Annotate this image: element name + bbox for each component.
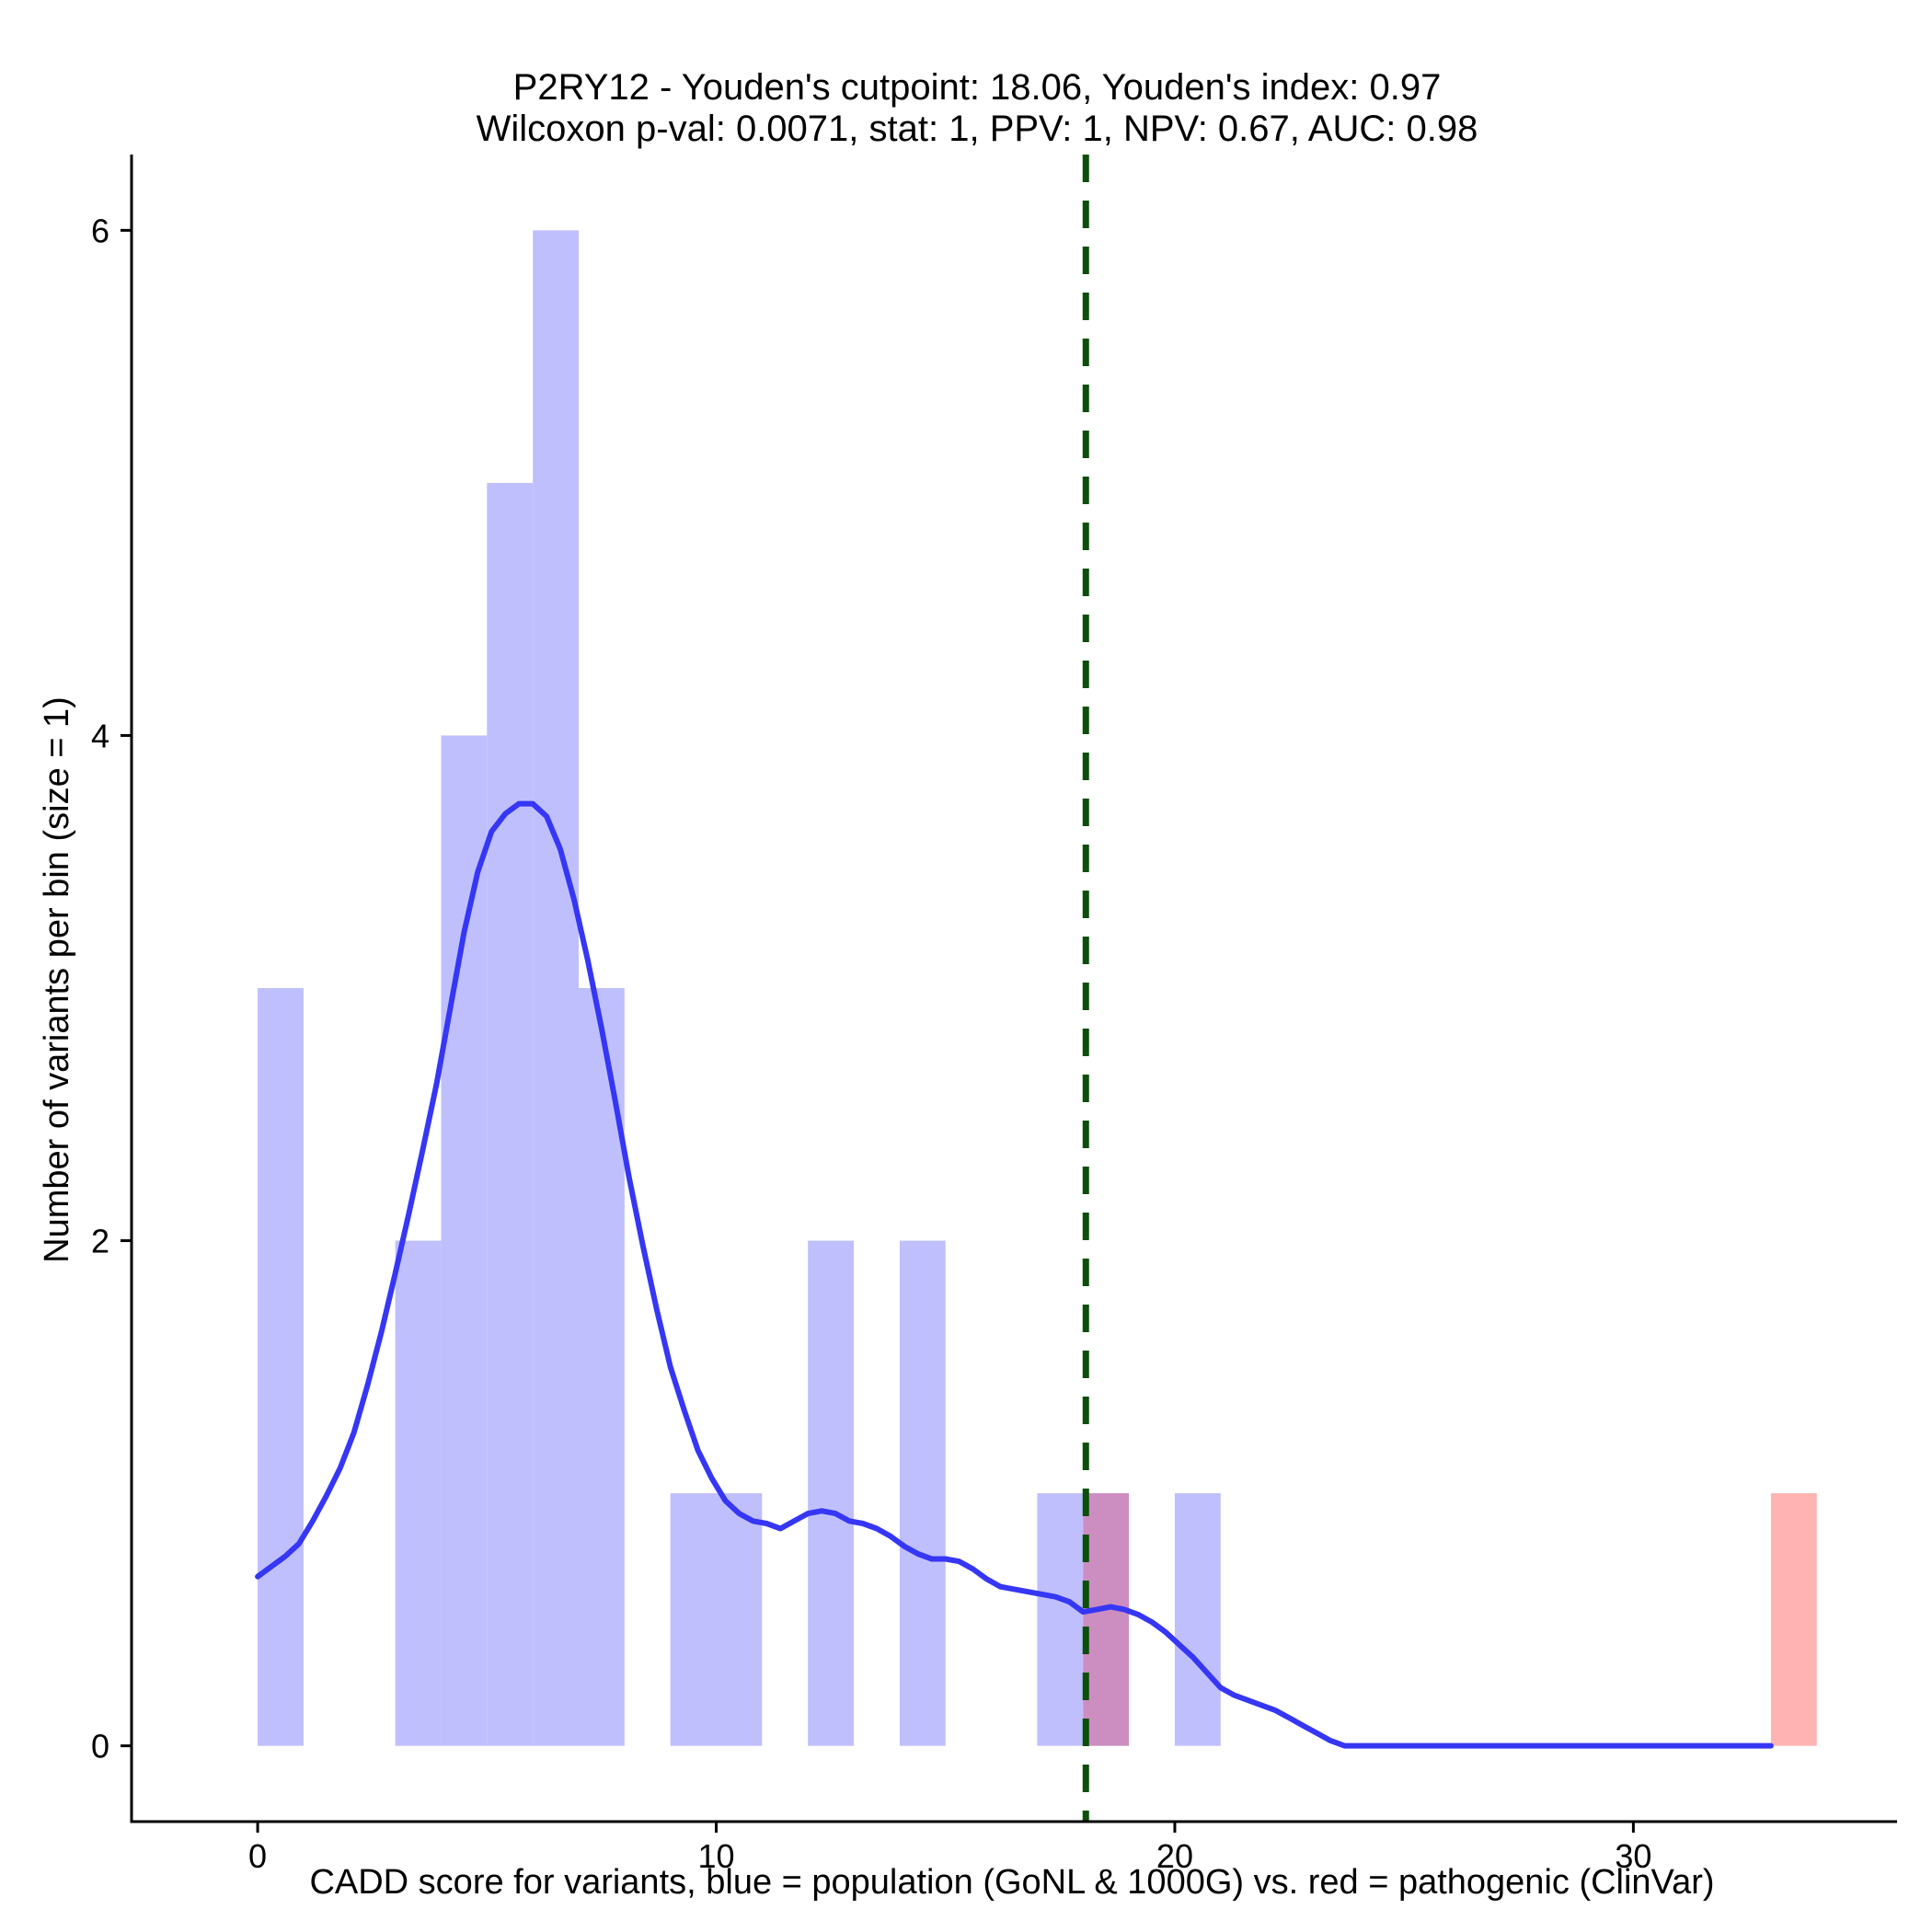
x-tick-label-0: 0 <box>248 1837 267 1875</box>
x-tick-label-3: 30 <box>1615 1837 1651 1875</box>
x-tick-label-1: 10 <box>697 1837 734 1875</box>
population-bar-0 <box>258 988 304 1746</box>
population-bar-8 <box>808 1240 855 1746</box>
density-curve <box>255 800 1774 1749</box>
population-bar-1 <box>395 1240 442 1746</box>
histogram-bars <box>258 230 1817 1746</box>
population-bar-10 <box>1037 1493 1084 1746</box>
density-layer <box>255 800 1774 1749</box>
axes: 0 10 20 30 0 2 4 6 <box>91 155 1897 1875</box>
population-bar-3 <box>487 482 534 1746</box>
population-bar-12 <box>1174 1493 1221 1746</box>
population-bar-6 <box>670 1493 717 1746</box>
y-tick-label-3: 6 <box>91 212 109 249</box>
population-bar-7 <box>716 1493 763 1746</box>
chart-title-line-1: P2RY12 - Youden's cutpoint: 18.06, Youde… <box>513 67 1442 108</box>
x-axis-title: CADD score for variants, blue = populati… <box>309 1863 1714 1902</box>
x-ticks: 0 10 20 30 <box>248 1822 1651 1875</box>
x-tick-label-2: 20 <box>1156 1837 1193 1875</box>
population-bar-9 <box>899 1240 946 1746</box>
y-ticks: 0 2 4 6 <box>91 212 132 1765</box>
pathogenic-bar-1 <box>1770 1493 1817 1746</box>
y-tick-label-1: 2 <box>91 1223 109 1260</box>
chart-title-line-2: Wilcoxon p-val: 0.0071, stat: 1, PPV: 1,… <box>477 109 1478 149</box>
population-bar-4 <box>533 230 579 1746</box>
y-axis-title: Number of variants per bin (size = 1) <box>38 696 76 1263</box>
population-bar-2 <box>441 735 488 1746</box>
y-tick-label-2: 4 <box>91 717 109 754</box>
population-bar-11 <box>1083 1493 1130 1746</box>
y-tick-label-0: 0 <box>91 1728 109 1765</box>
